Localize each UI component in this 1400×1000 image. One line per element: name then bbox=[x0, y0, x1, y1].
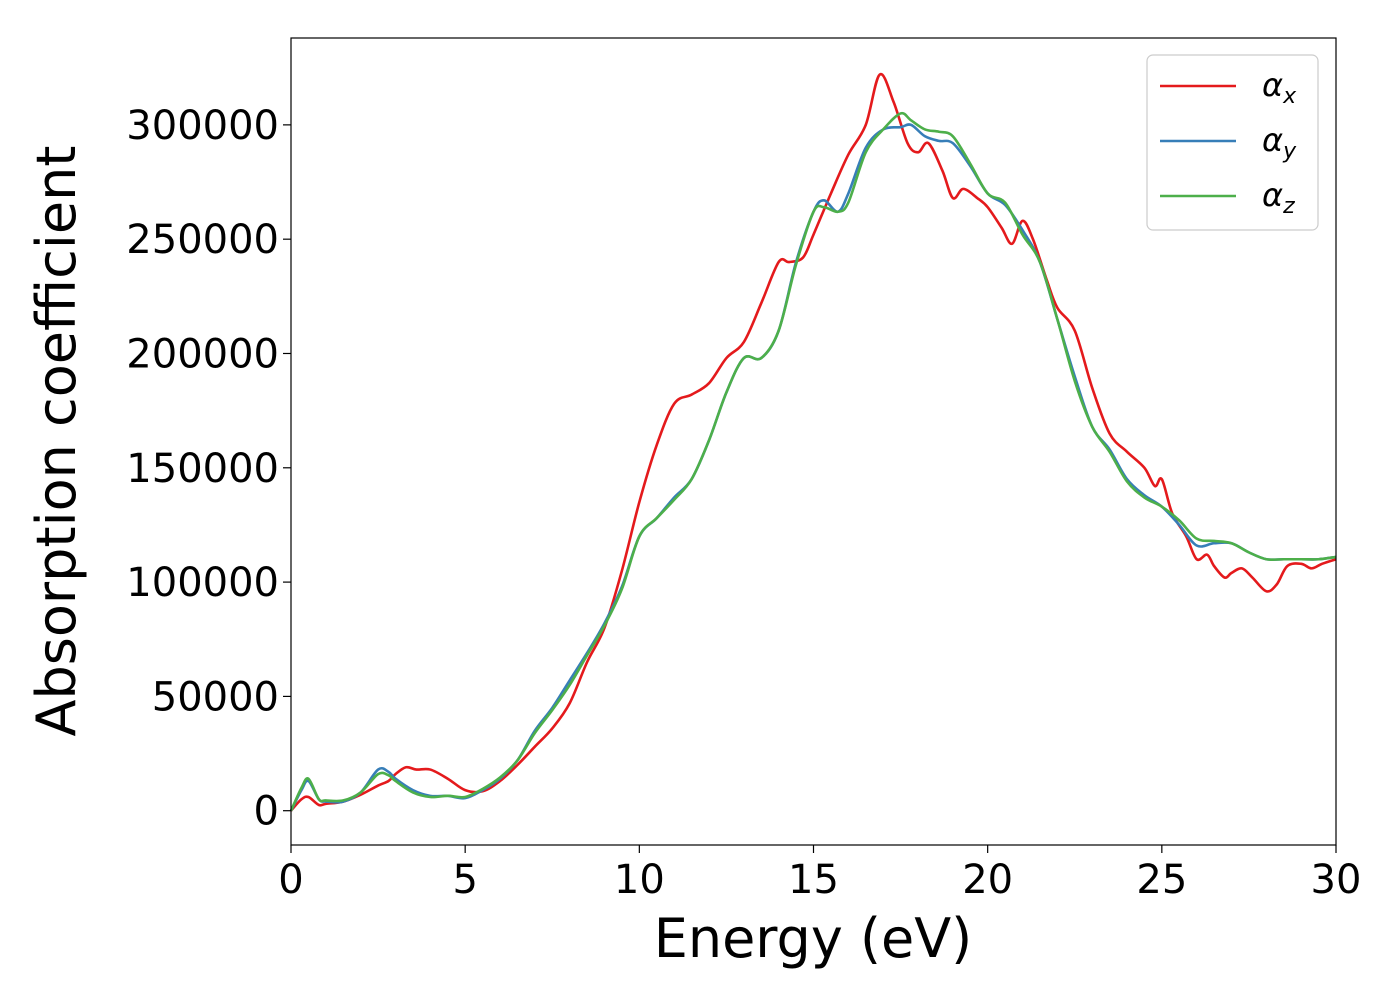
y-tick-label: 300000 bbox=[126, 103, 279, 149]
legend-label-alpha-z: αz bbox=[1262, 176, 1295, 219]
x-axis-label: Energy (eV) bbox=[654, 907, 973, 970]
y-axis-label: Absorption coefficient bbox=[25, 146, 88, 737]
series-layer bbox=[289, 72, 1337, 812]
x-tick-label: 30 bbox=[1311, 857, 1362, 903]
legend-frame bbox=[1146, 54, 1319, 231]
y-tick-label: 250000 bbox=[126, 217, 279, 263]
series-line-alpha-x bbox=[290, 72, 1337, 812]
y-tick-label: 200000 bbox=[126, 331, 279, 377]
legend-label-alpha-y: αy bbox=[1262, 121, 1297, 164]
x-tick-label: 25 bbox=[1136, 857, 1187, 903]
x-axis-ticks: 0 5 10 15 20 25 30 bbox=[278, 845, 1361, 903]
series-line-alpha-z bbox=[289, 111, 1337, 812]
y-tick-label: 100000 bbox=[126, 560, 279, 606]
legend: αx αy αz bbox=[1146, 54, 1319, 231]
x-tick-label: 15 bbox=[788, 857, 839, 903]
x-tick-label: 10 bbox=[614, 857, 665, 903]
x-tick-label: 20 bbox=[962, 857, 1013, 903]
y-tick-label: 50000 bbox=[152, 674, 279, 720]
x-tick-label: 0 bbox=[278, 857, 303, 903]
legend-label-alpha-x: αx bbox=[1262, 66, 1297, 109]
y-axis-ticks: 0 50000 100000 150000 200000 250000 300000 bbox=[126, 103, 291, 835]
y-tick-label: 0 bbox=[254, 789, 279, 835]
x-tick-label: 5 bbox=[452, 857, 477, 903]
y-tick-label: 150000 bbox=[126, 446, 279, 492]
legend-entries: αx αy αz bbox=[1160, 66, 1297, 219]
